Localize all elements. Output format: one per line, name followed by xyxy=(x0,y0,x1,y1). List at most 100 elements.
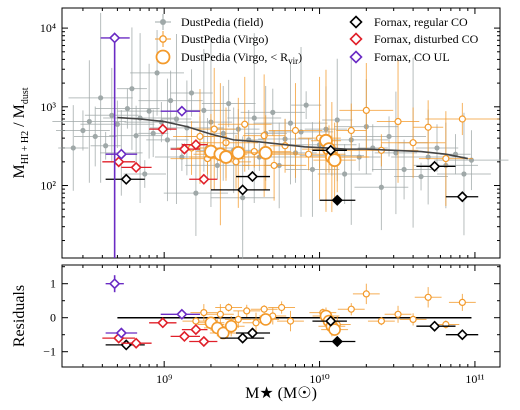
virgo-residual-point xyxy=(234,315,242,323)
fornax-ul-point xyxy=(115,148,127,160)
fornax-disturbed-point xyxy=(198,173,210,185)
field-point xyxy=(287,120,294,126)
field-point xyxy=(92,133,98,140)
virgo-point xyxy=(241,120,249,128)
field-point xyxy=(173,116,180,122)
virgo-residual-point xyxy=(409,315,417,323)
running-median-line xyxy=(117,116,468,160)
virgo-residual-point xyxy=(260,305,268,313)
virgo-rvir-residual-point xyxy=(224,319,238,333)
field-point xyxy=(386,133,392,140)
field-point xyxy=(80,127,86,134)
x-tick-label: 10¹⁰ xyxy=(309,372,330,386)
field-point xyxy=(98,95,104,101)
bottom-panel: −1 0 1 10⁹ 10¹⁰ 10¹¹ xyxy=(43,264,501,386)
top-y-axis-label: MHI + H2 / Mdust xyxy=(11,87,31,178)
virgo-rvir-residual-point xyxy=(328,323,341,336)
field-point xyxy=(86,118,92,125)
virgo-point xyxy=(442,154,450,163)
field-point xyxy=(188,90,195,96)
legend: DustPedia (field) DustPedia (Virgo) DustPe… xyxy=(155,14,479,66)
fornax-regular-residual xyxy=(120,339,132,351)
fornax-disturbed-residual xyxy=(190,323,202,336)
fornax-regular-point xyxy=(237,184,249,196)
virgo-rvir-point xyxy=(231,145,246,160)
field-point xyxy=(461,171,467,177)
virgo-point xyxy=(250,147,258,156)
virgo-point xyxy=(409,139,417,147)
top-panel: 10² 10³ 10⁴ xyxy=(40,7,509,259)
virgo-residual-point xyxy=(278,303,286,312)
top-y-tick-label: 10² xyxy=(40,179,56,193)
virgo-point xyxy=(291,126,300,135)
fornax-ul-residual xyxy=(109,278,121,290)
virgo-point xyxy=(270,161,278,170)
fornax-regular-point xyxy=(246,170,259,183)
legend-marker-fornax_disturbed xyxy=(349,32,363,46)
x-axis-label: M★ (M☉) xyxy=(245,385,317,402)
virgo-residual-point xyxy=(286,317,295,325)
fornax-ul-residual xyxy=(115,327,127,339)
fornax-regular-point xyxy=(456,191,468,203)
fornax-regular-point xyxy=(428,160,441,173)
field-point xyxy=(154,70,160,76)
field-point xyxy=(251,115,257,121)
virgo-residual-point xyxy=(243,307,251,315)
virgo-rvir-point xyxy=(219,150,233,164)
bottom-y-tick-label: −1 xyxy=(43,345,56,359)
fornax-disturbed-point xyxy=(113,156,125,168)
fornax-disturbed-point xyxy=(178,143,191,155)
virgo-point xyxy=(196,132,204,141)
virgo-point xyxy=(458,115,466,123)
field-point xyxy=(342,171,348,177)
virgo-point xyxy=(362,106,370,115)
field-point xyxy=(393,150,399,156)
field-point xyxy=(142,171,148,177)
field-point xyxy=(303,102,309,108)
bottom-y-tick-label: 0 xyxy=(50,311,56,325)
field-point xyxy=(164,137,171,143)
fornax-ul-residual xyxy=(176,308,188,320)
top-y-tick-label: 10⁴ xyxy=(40,21,56,35)
field-point xyxy=(418,173,424,180)
virgo-point xyxy=(260,132,268,140)
virgo-residual-point xyxy=(458,298,466,306)
fornax-regular-filled-point xyxy=(331,194,343,206)
fornax-regular-residual xyxy=(456,329,468,341)
fornax-regular-residual xyxy=(246,327,259,339)
legend-marker-fornax_regular xyxy=(349,15,363,29)
bottom-y-axis-label: Residuals xyxy=(11,285,28,347)
field-point xyxy=(270,109,276,115)
virgo-rvir-point xyxy=(258,145,273,160)
field-point xyxy=(240,195,246,201)
virgo-rvir-point xyxy=(327,153,342,168)
fornax-ul-point xyxy=(109,32,121,44)
legend-marker-virgo-rvir xyxy=(155,49,171,65)
virgo-point xyxy=(210,125,218,133)
field-point xyxy=(193,190,199,196)
virgo-residual-point xyxy=(225,303,233,312)
top-y-tick-label: 10³ xyxy=(40,100,56,114)
fornax-disturbed-residual xyxy=(178,330,191,343)
field-point xyxy=(334,117,340,123)
fornax-regular-filled-residual xyxy=(331,335,343,348)
field-point xyxy=(129,86,135,92)
fornax-disturbed-residual xyxy=(198,335,210,348)
legend-marker-fornax_ul xyxy=(349,50,363,64)
virgo-residual-point xyxy=(216,310,224,318)
field-point xyxy=(124,105,131,112)
fornax-disturbed-residual xyxy=(157,317,169,329)
field-point xyxy=(201,107,207,114)
fornax-regular-residual xyxy=(428,320,441,332)
virgo-rvir-residual-point xyxy=(259,313,272,326)
legend-label: Fornax, CO UL xyxy=(374,50,450,64)
virgo-point xyxy=(281,142,289,150)
legend-marker-virgo xyxy=(159,35,167,43)
fornax-disturbed-point xyxy=(130,161,142,174)
fornax-disturbed-point xyxy=(190,139,202,151)
field-point xyxy=(114,121,120,127)
field-point xyxy=(70,145,76,151)
legend-label: DustPedia (field) xyxy=(181,15,263,29)
field-point xyxy=(309,166,316,173)
